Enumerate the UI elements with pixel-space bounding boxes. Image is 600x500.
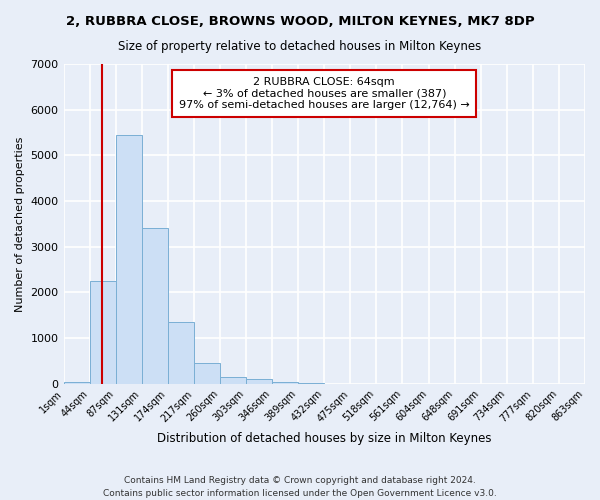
Text: Contains HM Land Registry data © Crown copyright and database right 2024.
Contai: Contains HM Land Registry data © Crown c…: [103, 476, 497, 498]
Bar: [142, 228, 168, 384]
Bar: [272, 382, 298, 384]
Bar: [194, 363, 220, 384]
Bar: [89, 281, 116, 384]
Bar: [220, 377, 246, 384]
Bar: [168, 322, 194, 384]
Text: 2, RUBBRA CLOSE, BROWNS WOOD, MILTON KEYNES, MK7 8DP: 2, RUBBRA CLOSE, BROWNS WOOD, MILTON KEY…: [65, 15, 535, 28]
Text: 2 RUBBRA CLOSE: 64sqm
← 3% of detached houses are smaller (387)
97% of semi-deta: 2 RUBBRA CLOSE: 64sqm ← 3% of detached h…: [179, 77, 470, 110]
Bar: [116, 135, 142, 384]
Bar: [64, 382, 89, 384]
Text: Size of property relative to detached houses in Milton Keynes: Size of property relative to detached ho…: [118, 40, 482, 53]
Y-axis label: Number of detached properties: Number of detached properties: [15, 136, 25, 312]
X-axis label: Distribution of detached houses by size in Milton Keynes: Distribution of detached houses by size …: [157, 432, 491, 445]
Bar: [246, 379, 272, 384]
